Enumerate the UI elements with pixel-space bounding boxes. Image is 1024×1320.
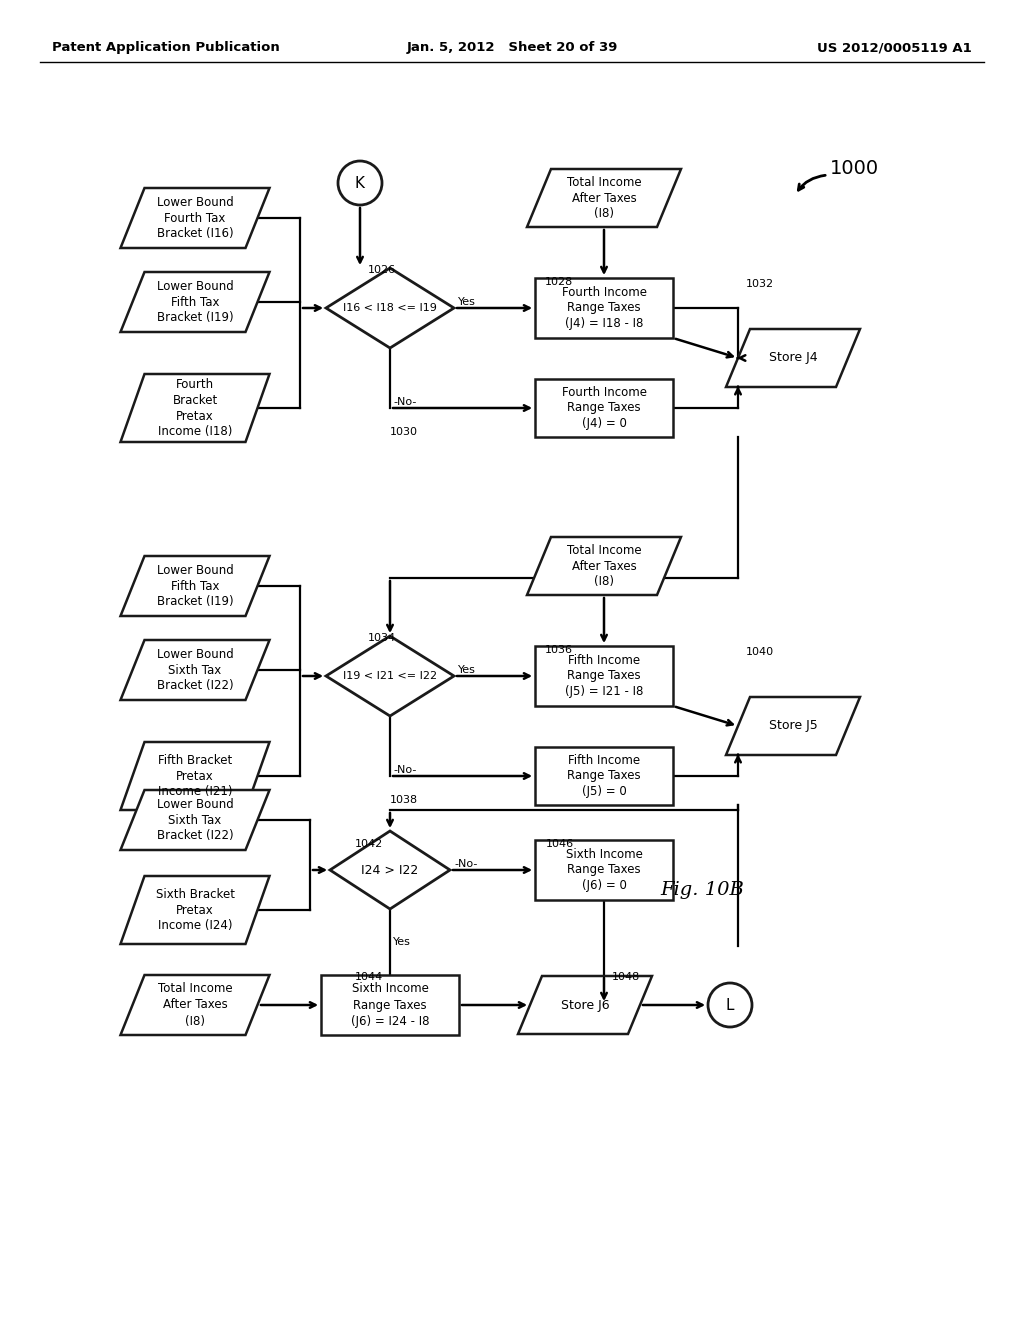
Text: I24 > I22: I24 > I22 xyxy=(361,863,419,876)
Polygon shape xyxy=(121,272,269,333)
Text: Lower Bound
Fifth Tax
Bracket (I19): Lower Bound Fifth Tax Bracket (I19) xyxy=(157,280,233,325)
Text: Fig. 10B: Fig. 10B xyxy=(660,880,743,899)
Circle shape xyxy=(708,983,752,1027)
Bar xyxy=(535,645,673,706)
Text: 1038: 1038 xyxy=(390,795,418,805)
Text: Total Income
After Taxes
(I8): Total Income After Taxes (I8) xyxy=(566,544,641,589)
Text: Store J6: Store J6 xyxy=(561,998,609,1011)
Polygon shape xyxy=(121,374,269,442)
Text: Sixth Bracket
Pretax
Income (I24): Sixth Bracket Pretax Income (I24) xyxy=(156,887,234,932)
Text: I16 < I18 <= I19: I16 < I18 <= I19 xyxy=(343,304,437,313)
Polygon shape xyxy=(121,789,269,850)
Text: Lower Bound
Fifth Tax
Bracket (I19): Lower Bound Fifth Tax Bracket (I19) xyxy=(157,564,233,609)
Text: -No-: -No- xyxy=(393,397,417,407)
Polygon shape xyxy=(121,742,269,810)
Bar xyxy=(321,975,459,1035)
Text: Lower Bound
Fourth Tax
Bracket (I16): Lower Bound Fourth Tax Bracket (I16) xyxy=(157,195,233,240)
Text: Patent Application Publication: Patent Application Publication xyxy=(52,41,280,54)
Text: 1034: 1034 xyxy=(368,634,396,643)
Text: I19 < I21 <= I22: I19 < I21 <= I22 xyxy=(343,671,437,681)
Text: 1046: 1046 xyxy=(546,840,574,849)
Text: Fourth
Bracket
Pretax
Income (I18): Fourth Bracket Pretax Income (I18) xyxy=(158,378,232,438)
Polygon shape xyxy=(527,537,681,595)
Text: 1028: 1028 xyxy=(545,277,573,286)
Text: 1044: 1044 xyxy=(355,972,383,982)
Polygon shape xyxy=(326,268,454,348)
Text: 1040: 1040 xyxy=(746,647,774,657)
Bar xyxy=(535,379,673,437)
Polygon shape xyxy=(726,329,860,387)
Text: Fourth Income
Range Taxes
(J4) = 0: Fourth Income Range Taxes (J4) = 0 xyxy=(561,385,646,430)
Bar xyxy=(535,747,673,805)
Polygon shape xyxy=(527,169,681,227)
Polygon shape xyxy=(330,832,450,909)
Text: US 2012/0005119 A1: US 2012/0005119 A1 xyxy=(817,41,972,54)
Text: Yes: Yes xyxy=(458,297,476,308)
Text: 1000: 1000 xyxy=(830,158,880,177)
Text: Store J5: Store J5 xyxy=(769,719,817,733)
Text: Sixth Income
Range Taxes
(J6) = I24 - I8: Sixth Income Range Taxes (J6) = I24 - I8 xyxy=(351,982,429,1027)
Text: Sixth Income
Range Taxes
(J6) = 0: Sixth Income Range Taxes (J6) = 0 xyxy=(565,847,642,892)
Text: Total Income
After Taxes
(I8): Total Income After Taxes (I8) xyxy=(566,176,641,220)
Polygon shape xyxy=(121,640,269,700)
Polygon shape xyxy=(518,975,652,1034)
Text: 1030: 1030 xyxy=(390,426,418,437)
Text: Jan. 5, 2012   Sheet 20 of 39: Jan. 5, 2012 Sheet 20 of 39 xyxy=(407,41,617,54)
Text: 1048: 1048 xyxy=(612,972,640,982)
Text: -No-: -No- xyxy=(393,766,417,775)
Text: Lower Bound
Sixth Tax
Bracket (I22): Lower Bound Sixth Tax Bracket (I22) xyxy=(157,648,233,693)
Text: Fifth Income
Range Taxes
(J5) = I21 - I8: Fifth Income Range Taxes (J5) = I21 - I8 xyxy=(565,653,643,698)
Text: 1026: 1026 xyxy=(368,265,396,275)
Polygon shape xyxy=(121,975,269,1035)
Text: Fourth Income
Range Taxes
(J4) = I18 - I8: Fourth Income Range Taxes (J4) = I18 - I… xyxy=(561,285,646,330)
Text: 1036: 1036 xyxy=(545,645,573,655)
Circle shape xyxy=(338,161,382,205)
Polygon shape xyxy=(121,187,269,248)
Polygon shape xyxy=(726,697,860,755)
Text: 1032: 1032 xyxy=(746,279,774,289)
Text: L: L xyxy=(726,998,734,1012)
Text: Store J4: Store J4 xyxy=(769,351,817,364)
Text: Fifth Bracket
Pretax
Income (I21): Fifth Bracket Pretax Income (I21) xyxy=(158,754,232,799)
Text: -No-: -No- xyxy=(454,859,477,869)
Polygon shape xyxy=(121,876,269,944)
Text: Lower Bound
Sixth Tax
Bracket (I22): Lower Bound Sixth Tax Bracket (I22) xyxy=(157,797,233,842)
Text: Yes: Yes xyxy=(393,937,411,946)
Text: Total Income
After Taxes
(I8): Total Income After Taxes (I8) xyxy=(158,982,232,1027)
Text: Yes: Yes xyxy=(458,665,476,675)
Text: Fifth Income
Range Taxes
(J5) = 0: Fifth Income Range Taxes (J5) = 0 xyxy=(567,754,641,799)
Bar xyxy=(535,279,673,338)
Bar xyxy=(535,840,673,900)
Polygon shape xyxy=(326,636,454,715)
Text: K: K xyxy=(355,176,365,190)
Polygon shape xyxy=(121,556,269,616)
Text: 1042: 1042 xyxy=(355,840,383,849)
